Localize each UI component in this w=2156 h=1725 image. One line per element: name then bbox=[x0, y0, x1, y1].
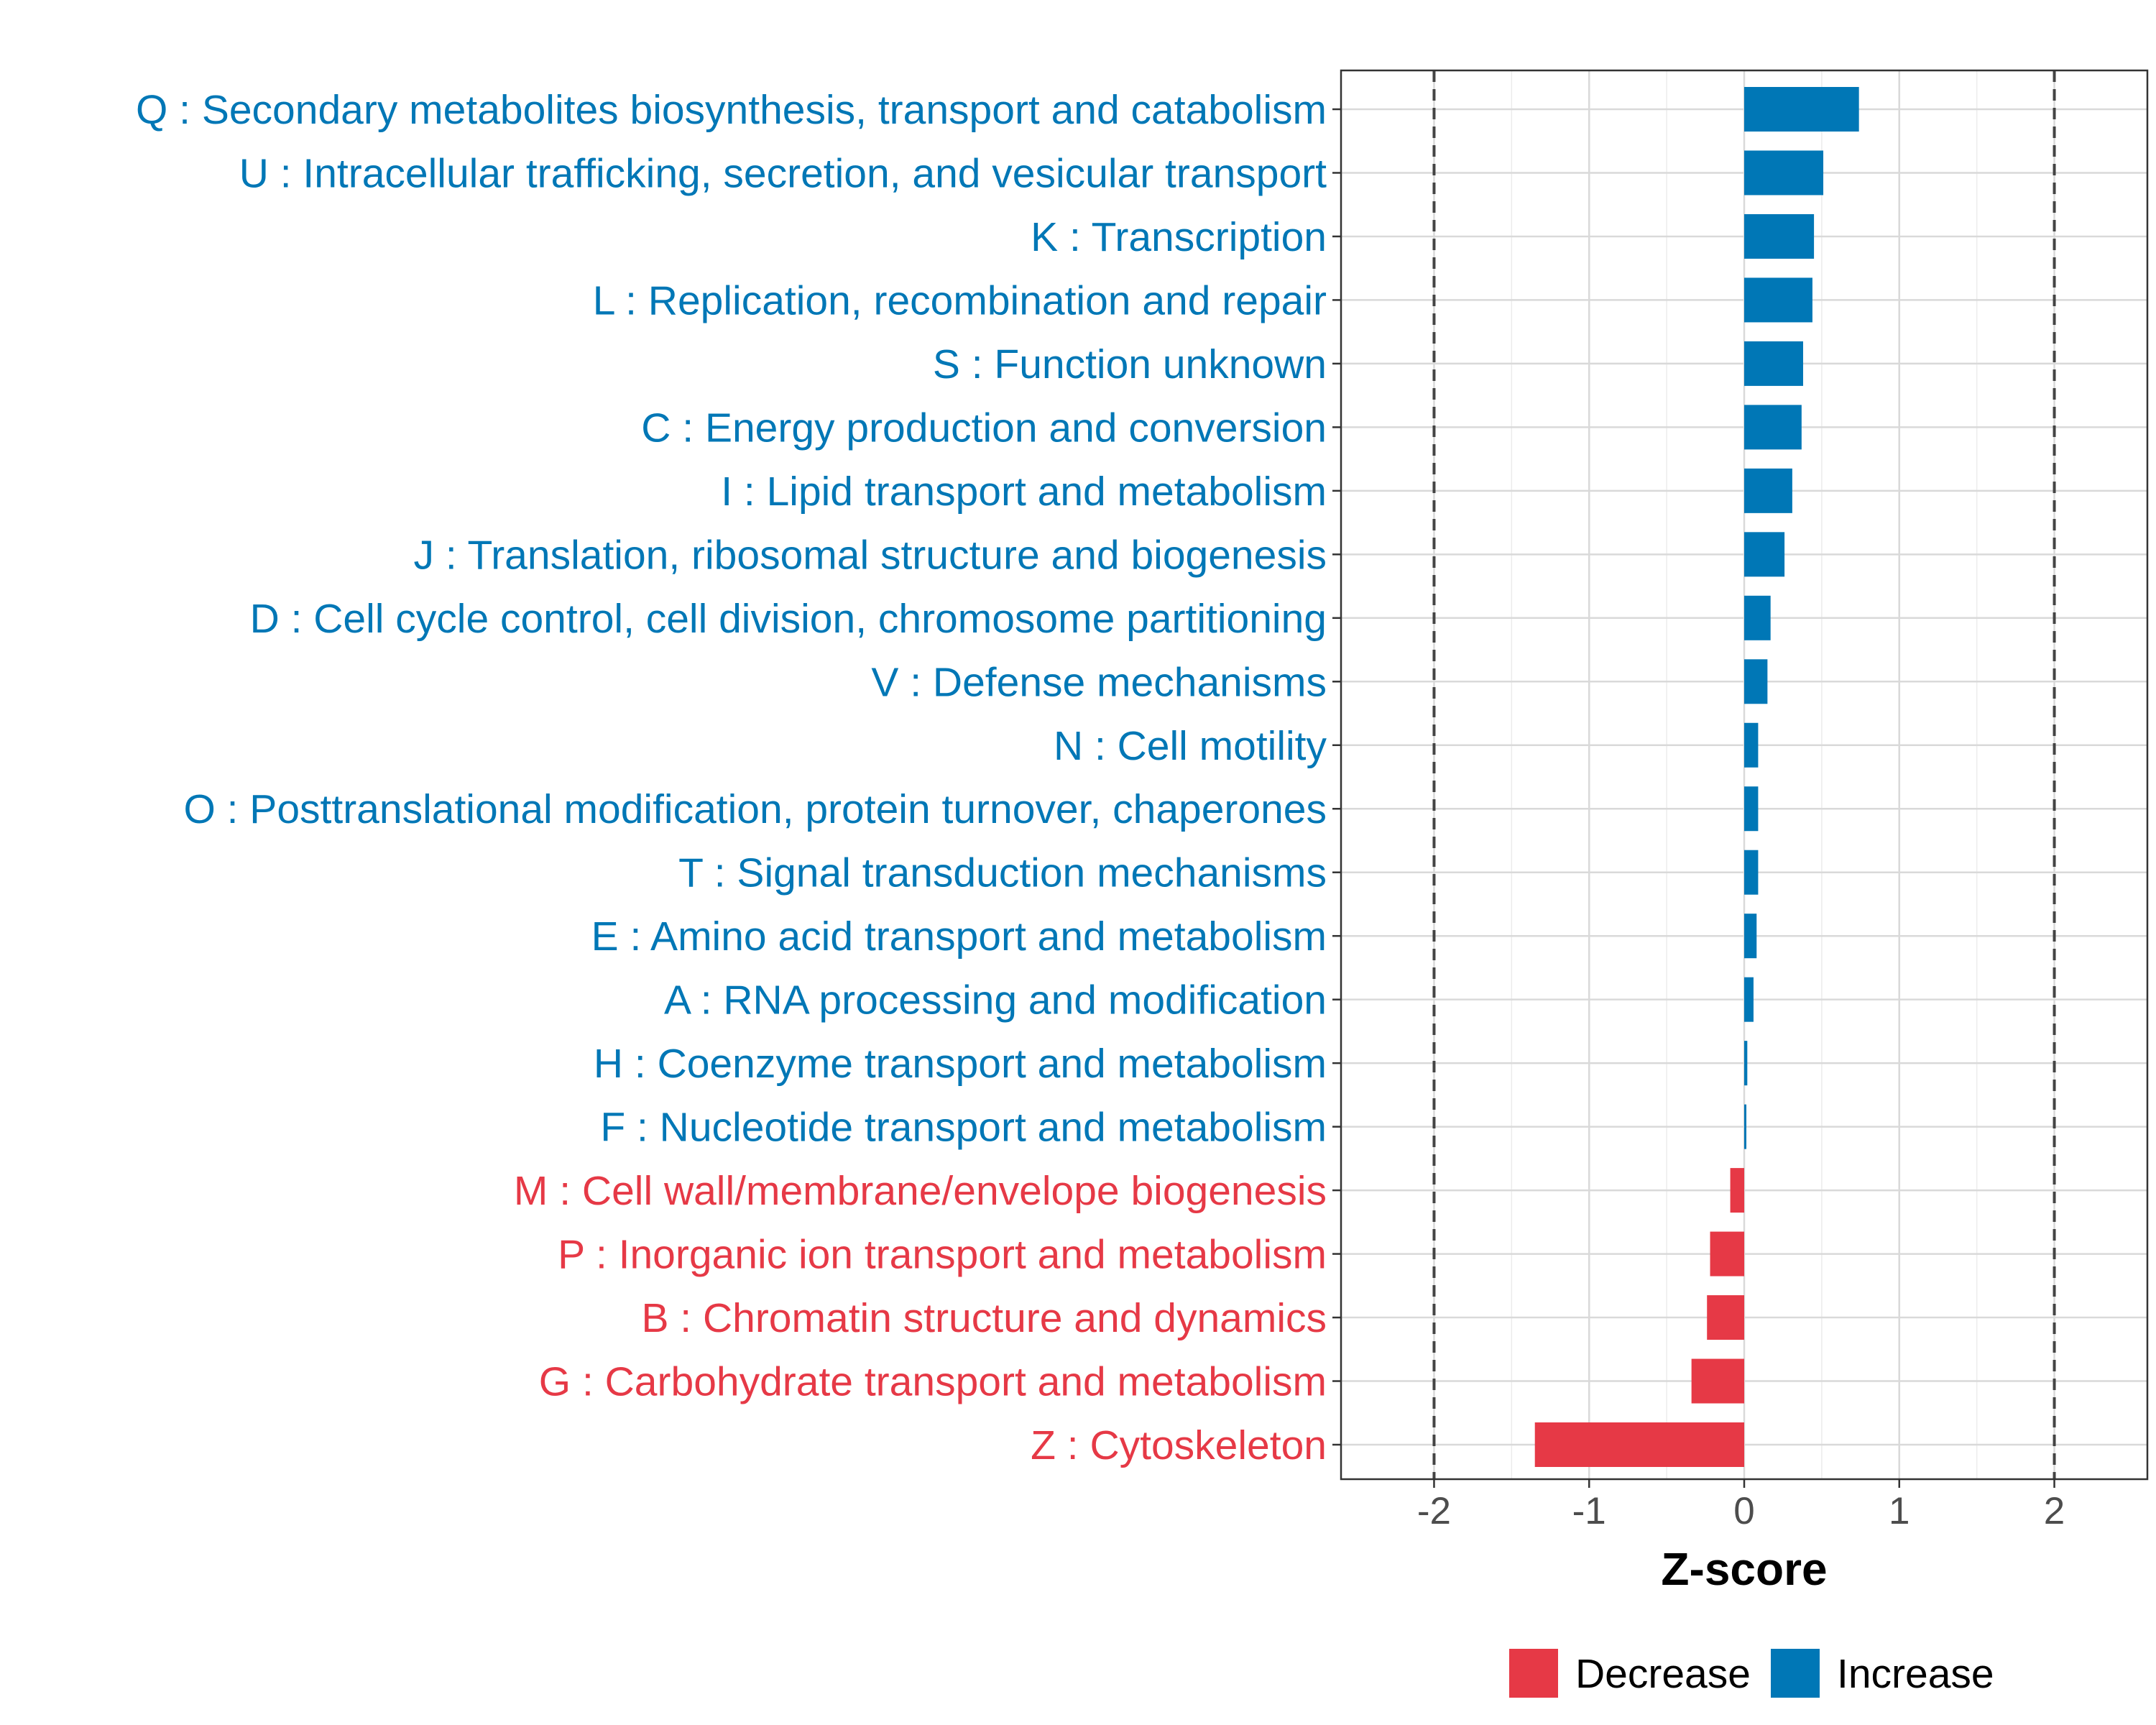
bar-increase bbox=[1744, 595, 1771, 640]
category-label: O : Posttranslational modification, prot… bbox=[183, 786, 1327, 832]
category-label: K : Transcription bbox=[1031, 214, 1327, 260]
bar-increase bbox=[1744, 150, 1824, 196]
x-tick-label: 2 bbox=[2044, 1490, 2065, 1532]
x-tick-label: 0 bbox=[1733, 1490, 1754, 1532]
bar-increase bbox=[1744, 977, 1754, 1022]
bar-increase bbox=[1744, 405, 1802, 450]
x-axis: -2 -1 0 1 2 bbox=[1417, 1479, 2065, 1532]
x-tick-label: -1 bbox=[1572, 1490, 1606, 1532]
legend-label-increase: Increase bbox=[1837, 1651, 1994, 1697]
bar-decrease bbox=[1730, 1168, 1744, 1213]
category-label: D : Cell cycle control, cell division, c… bbox=[250, 596, 1327, 642]
bar-decrease bbox=[1691, 1358, 1744, 1404]
category-label: S : Function unknown bbox=[933, 341, 1327, 387]
bar-increase bbox=[1744, 341, 1803, 386]
category-label: F : Nucleotide transport and metabolism bbox=[600, 1105, 1327, 1151]
category-label: U : Intracellular trafficking, secretion… bbox=[239, 150, 1327, 196]
category-label: Q : Secondary metabolites biosynthesis, … bbox=[136, 87, 1327, 133]
category-label: Z : Cytoskeleton bbox=[1031, 1422, 1327, 1468]
category-label: B : Chromatin structure and dynamics bbox=[641, 1295, 1327, 1341]
bar-increase bbox=[1744, 659, 1768, 704]
bar-decrease bbox=[1707, 1295, 1744, 1340]
bar-increase bbox=[1744, 786, 1759, 832]
bars bbox=[1534, 87, 1859, 1467]
category-label: A : RNA processing and modification bbox=[664, 978, 1327, 1024]
bar-increase bbox=[1744, 87, 1859, 132]
category-label: E : Amino acid transport and metabolism bbox=[591, 914, 1327, 960]
category-label: J : Translation, ribosomal structure and… bbox=[414, 532, 1327, 578]
x-axis-title: Z-score bbox=[1661, 1543, 1827, 1595]
category-label: M : Cell wall/membrane/envelope biogenes… bbox=[514, 1168, 1327, 1214]
bar-decrease bbox=[1534, 1422, 1744, 1467]
category-label: H : Coenzyme transport and metabolism bbox=[594, 1041, 1327, 1087]
bar-increase bbox=[1744, 722, 1759, 768]
category-label: N : Cell motility bbox=[1054, 723, 1327, 769]
y-axis: Q : Secondary metabolites biosynthesis, … bbox=[136, 87, 1341, 1468]
category-label: T : Signal transduction mechanisms bbox=[678, 850, 1327, 896]
bar-decrease bbox=[1710, 1231, 1744, 1276]
legend-label-decrease: Decrease bbox=[1575, 1651, 1751, 1697]
category-label: L : Replication, recombination and repai… bbox=[593, 277, 1327, 323]
x-tick-label: 1 bbox=[1889, 1490, 1909, 1532]
category-label: G : Carbohydrate transport and metabolis… bbox=[539, 1359, 1327, 1405]
legend-swatch-decrease bbox=[1509, 1649, 1558, 1698]
bar-increase bbox=[1744, 1104, 1746, 1149]
bar-increase bbox=[1744, 1041, 1748, 1086]
bar-increase bbox=[1744, 277, 1812, 323]
bar-increase bbox=[1744, 850, 1759, 895]
legend-swatch-increase bbox=[1771, 1649, 1820, 1698]
category-label: P : Inorganic ion transport and metaboli… bbox=[558, 1232, 1327, 1278]
bar-increase bbox=[1744, 532, 1785, 577]
x-tick-label: -2 bbox=[1417, 1490, 1451, 1532]
category-label: V : Defense mechanisms bbox=[871, 659, 1327, 705]
legend: Decrease Increase bbox=[1509, 1649, 1994, 1698]
bar-increase bbox=[1744, 914, 1757, 959]
bar-increase bbox=[1744, 468, 1792, 513]
category-label: C : Energy production and conversion bbox=[641, 405, 1327, 451]
bar-increase bbox=[1744, 213, 1815, 259]
category-label: I : Lipid transport and metabolism bbox=[721, 469, 1327, 515]
reference-lines bbox=[1432, 70, 2056, 1479]
